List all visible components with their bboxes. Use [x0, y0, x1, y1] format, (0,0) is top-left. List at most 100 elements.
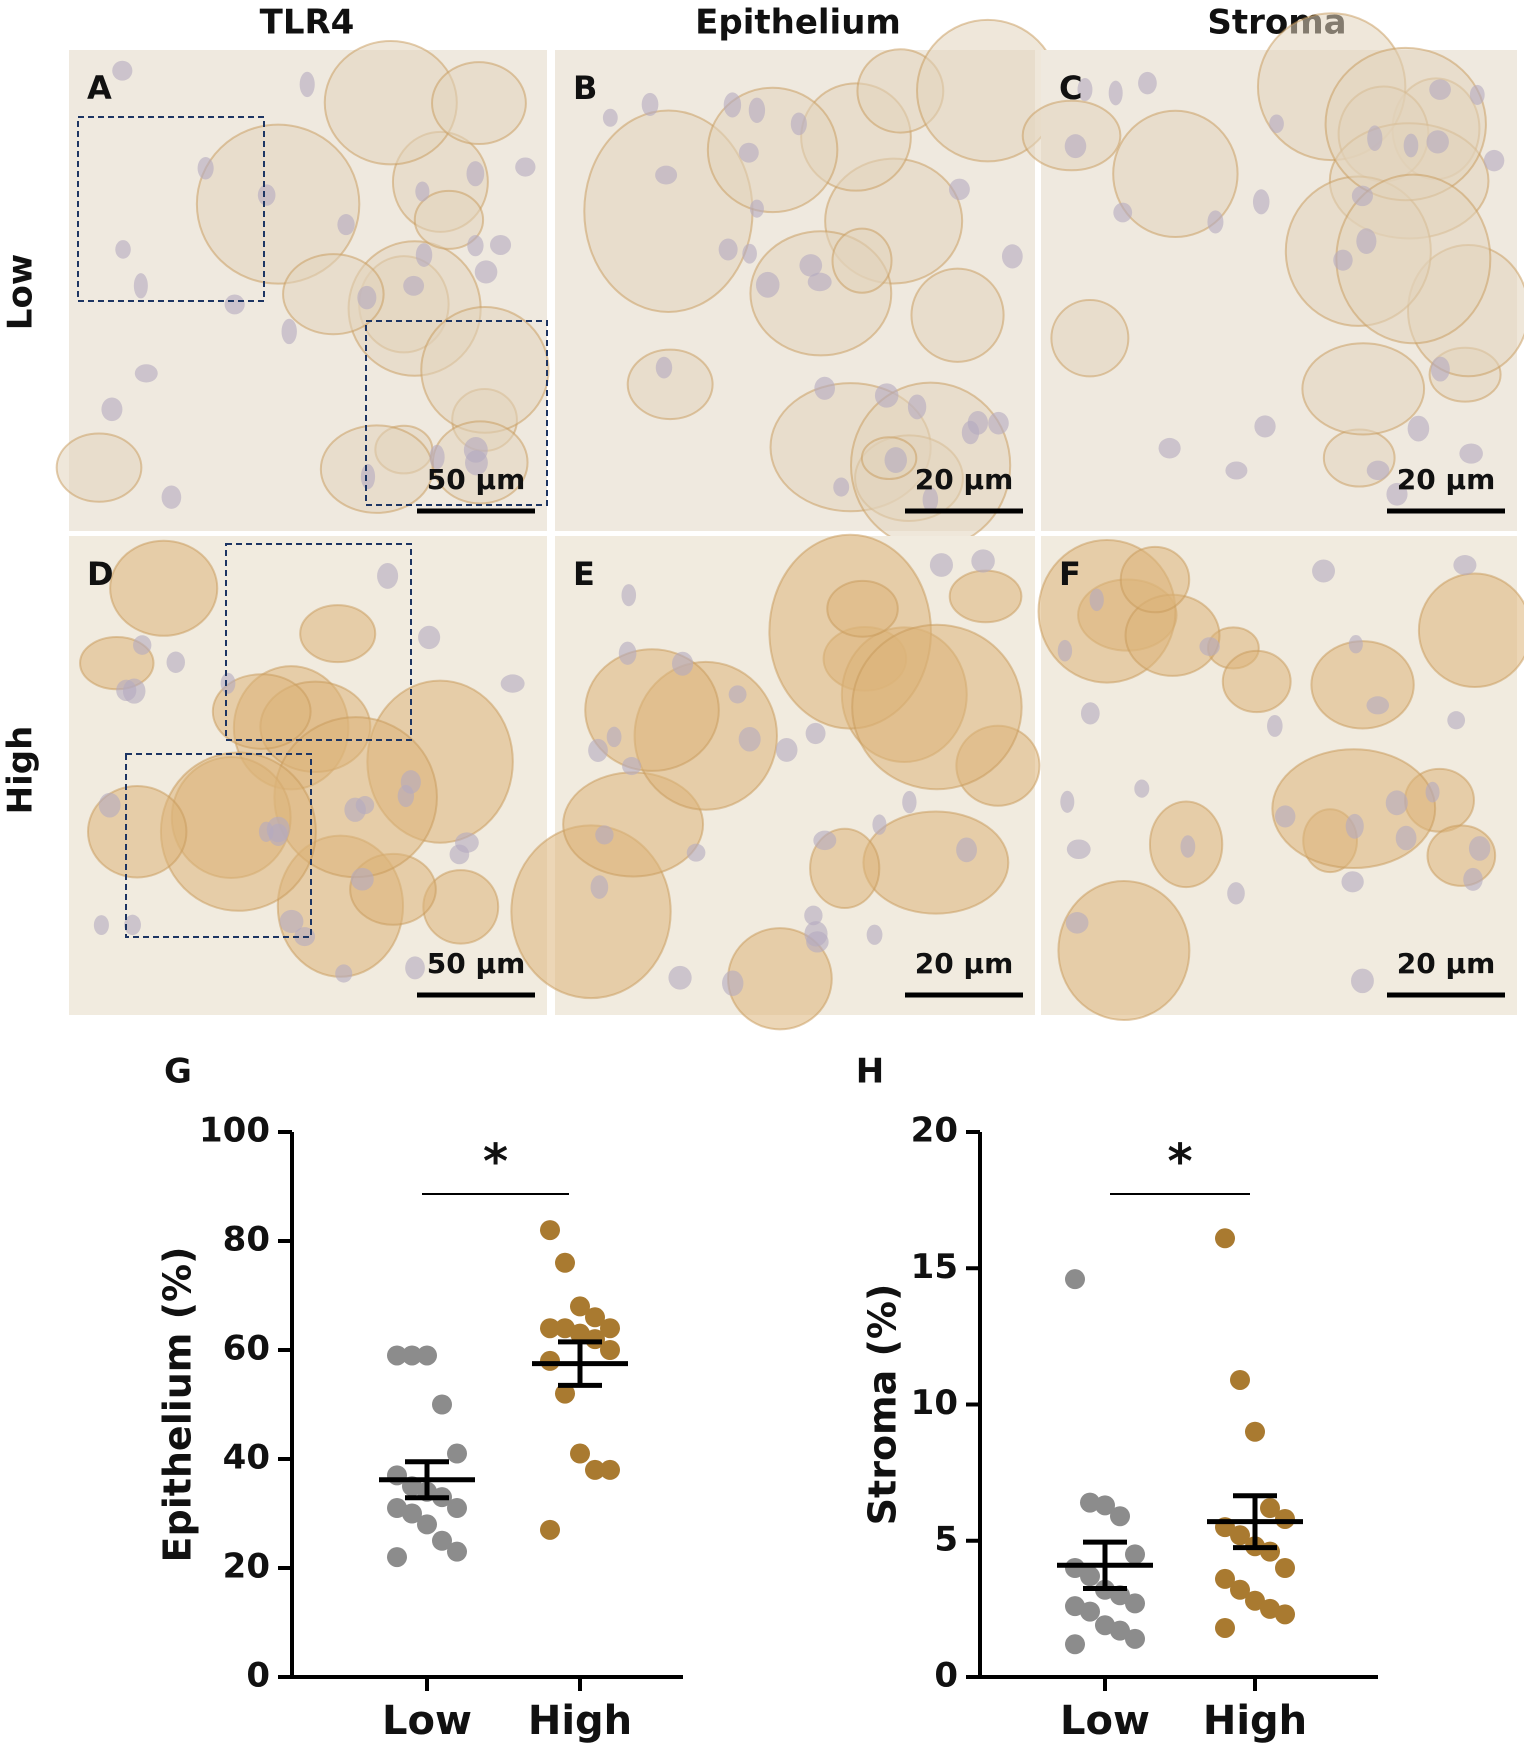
- nucleus: [415, 243, 433, 267]
- nucleus: [590, 875, 609, 899]
- nucleus: [1057, 639, 1073, 662]
- column-header: Epithelium: [695, 3, 901, 43]
- nucleus: [337, 214, 355, 236]
- nucleus: [866, 924, 883, 945]
- nucleus: [1341, 871, 1364, 893]
- data-point: [1110, 1620, 1130, 1641]
- nucleus: [1065, 912, 1089, 934]
- data-point: [1260, 1541, 1280, 1562]
- nucleus: [1468, 836, 1491, 861]
- nucleus: [814, 376, 835, 400]
- data-point: [1080, 1492, 1100, 1513]
- chart-title: H: [856, 1052, 884, 1092]
- nucleus: [748, 97, 766, 123]
- nucleus: [742, 243, 757, 264]
- nucleus: [133, 635, 152, 655]
- nucleus: [1386, 482, 1408, 506]
- nucleus: [988, 411, 1009, 435]
- nucleus: [463, 437, 488, 463]
- tissue: [1417, 572, 1524, 689]
- data-point: [1275, 1558, 1295, 1578]
- nucleus: [790, 112, 807, 136]
- tissue: [109, 539, 219, 637]
- nucleus: [595, 825, 614, 845]
- nucleus: [1483, 149, 1505, 172]
- tissue: [299, 604, 377, 664]
- data-point: [387, 1498, 407, 1519]
- nucleus: [1351, 968, 1374, 994]
- nucleus: [671, 651, 694, 676]
- nucleus: [360, 464, 376, 490]
- nucleus: [622, 757, 642, 776]
- tissue: [282, 253, 385, 336]
- data-point: [555, 1252, 575, 1273]
- nucleus: [922, 486, 939, 513]
- nucleus: [1403, 133, 1419, 158]
- nucleus: [1385, 790, 1408, 816]
- data-point: [417, 1514, 437, 1535]
- nucleus: [971, 549, 995, 573]
- nucleus: [723, 92, 742, 118]
- nucleus: [1345, 813, 1364, 839]
- nucleus: [1138, 71, 1157, 95]
- nucleus: [1227, 882, 1245, 905]
- x-tick-label: Low: [1060, 1698, 1150, 1744]
- tissue: [413, 189, 485, 250]
- tissue: [195, 123, 361, 285]
- nucleus: [1269, 114, 1284, 134]
- data-point: [1125, 1593, 1145, 1614]
- nucleus: [474, 260, 498, 284]
- nucleus: [418, 625, 441, 650]
- nucleus: [874, 383, 899, 408]
- nucleus: [1312, 559, 1336, 583]
- inset-box: [77, 116, 265, 302]
- data-point: [432, 1394, 452, 1415]
- data-point: [387, 1547, 407, 1568]
- nucleus: [1348, 635, 1363, 654]
- nucleus: [281, 318, 297, 345]
- nucleus: [738, 142, 759, 163]
- data-point: [555, 1383, 575, 1404]
- data-point: [402, 1503, 422, 1524]
- x-tick-label: Low: [382, 1698, 472, 1744]
- data-point: [1260, 1498, 1280, 1519]
- y-tick-label: 20: [911, 1111, 958, 1151]
- nucleus: [116, 679, 137, 702]
- nucleus: [1463, 867, 1483, 891]
- data-point: [402, 1345, 422, 1366]
- nucleus: [1199, 637, 1220, 656]
- nucleus: [655, 165, 678, 185]
- nucleus: [948, 178, 970, 201]
- tissue: [1112, 109, 1239, 239]
- data-point: [1065, 1596, 1085, 1617]
- nucleus: [124, 914, 141, 936]
- data-point: [540, 1519, 560, 1540]
- nucleus: [1469, 84, 1485, 105]
- tissue: [1310, 640, 1415, 730]
- nucleus: [1366, 696, 1390, 715]
- tissue: [1221, 649, 1292, 714]
- scale-label: 20 µm: [1397, 463, 1496, 496]
- nucleus: [755, 271, 780, 298]
- tissue: [826, 579, 899, 638]
- nucleus: [804, 905, 823, 926]
- nucleus: [606, 726, 622, 748]
- data-point: [1080, 1601, 1100, 1622]
- data-point: [570, 1443, 590, 1464]
- nucleus: [884, 447, 907, 474]
- nucleus: [115, 240, 131, 259]
- nucleus: [133, 273, 148, 299]
- panel-letter: D: [87, 555, 114, 593]
- inset-box: [125, 753, 312, 938]
- nucleus: [1207, 210, 1224, 234]
- data-point: [1095, 1615, 1115, 1636]
- data-point: [600, 1340, 620, 1360]
- nucleus: [1089, 588, 1104, 612]
- data-point: [540, 1318, 560, 1339]
- nucleus: [1453, 555, 1477, 576]
- nucleus: [1275, 805, 1296, 828]
- significance-mark: *: [483, 1134, 508, 1190]
- nucleus: [1356, 228, 1377, 254]
- scale-label: 50 µm: [427, 463, 526, 496]
- micrograph: D 50 µm: [69, 536, 547, 1015]
